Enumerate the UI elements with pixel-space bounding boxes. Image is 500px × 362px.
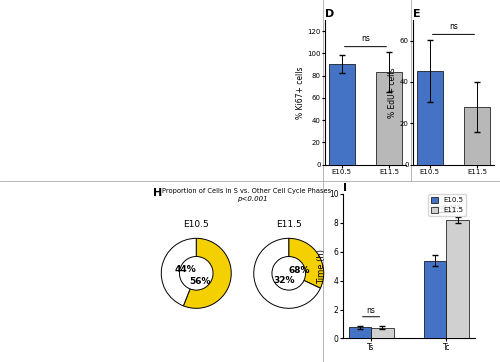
- Text: H: H: [152, 188, 162, 198]
- Text: 56%: 56%: [189, 277, 210, 286]
- Text: I: I: [342, 183, 346, 193]
- Bar: [328, 64, 355, 165]
- Legend: S-Phase, Other: S-Phase, Other: [375, 262, 421, 284]
- Text: p<0.001: p<0.001: [237, 196, 268, 202]
- Text: E: E: [413, 9, 420, 19]
- Bar: [376, 72, 402, 165]
- Text: ns: ns: [449, 22, 458, 31]
- Y-axis label: % Ki67+ cells: % Ki67+ cells: [296, 66, 304, 119]
- Text: ns: ns: [366, 306, 376, 315]
- Wedge shape: [162, 238, 196, 306]
- Bar: [446, 220, 469, 338]
- Y-axis label: Time (h): Time (h): [317, 249, 326, 283]
- Text: 44%: 44%: [175, 265, 197, 274]
- Y-axis label: % EdU+ cells: % EdU+ cells: [388, 67, 397, 118]
- Title: E11.5: E11.5: [276, 220, 301, 229]
- Legend: E10.5, E11.5: E10.5, E11.5: [428, 194, 466, 216]
- Text: D: D: [325, 9, 334, 19]
- Text: Proportion of Cells in S vs. Other Cell Cycle Phases: Proportion of Cells in S vs. Other Cell …: [162, 188, 332, 194]
- Bar: [348, 327, 371, 338]
- Text: p<0.003: p<0.003: [433, 205, 460, 210]
- Bar: [416, 71, 443, 165]
- Bar: [464, 107, 490, 165]
- Wedge shape: [288, 238, 324, 288]
- Bar: [424, 261, 446, 338]
- Wedge shape: [184, 238, 231, 308]
- Bar: [371, 328, 394, 338]
- Text: 68%: 68%: [288, 266, 310, 275]
- Text: 32%: 32%: [274, 276, 295, 285]
- Text: ns: ns: [361, 34, 370, 43]
- Title: E10.5: E10.5: [184, 220, 209, 229]
- Wedge shape: [254, 238, 320, 308]
